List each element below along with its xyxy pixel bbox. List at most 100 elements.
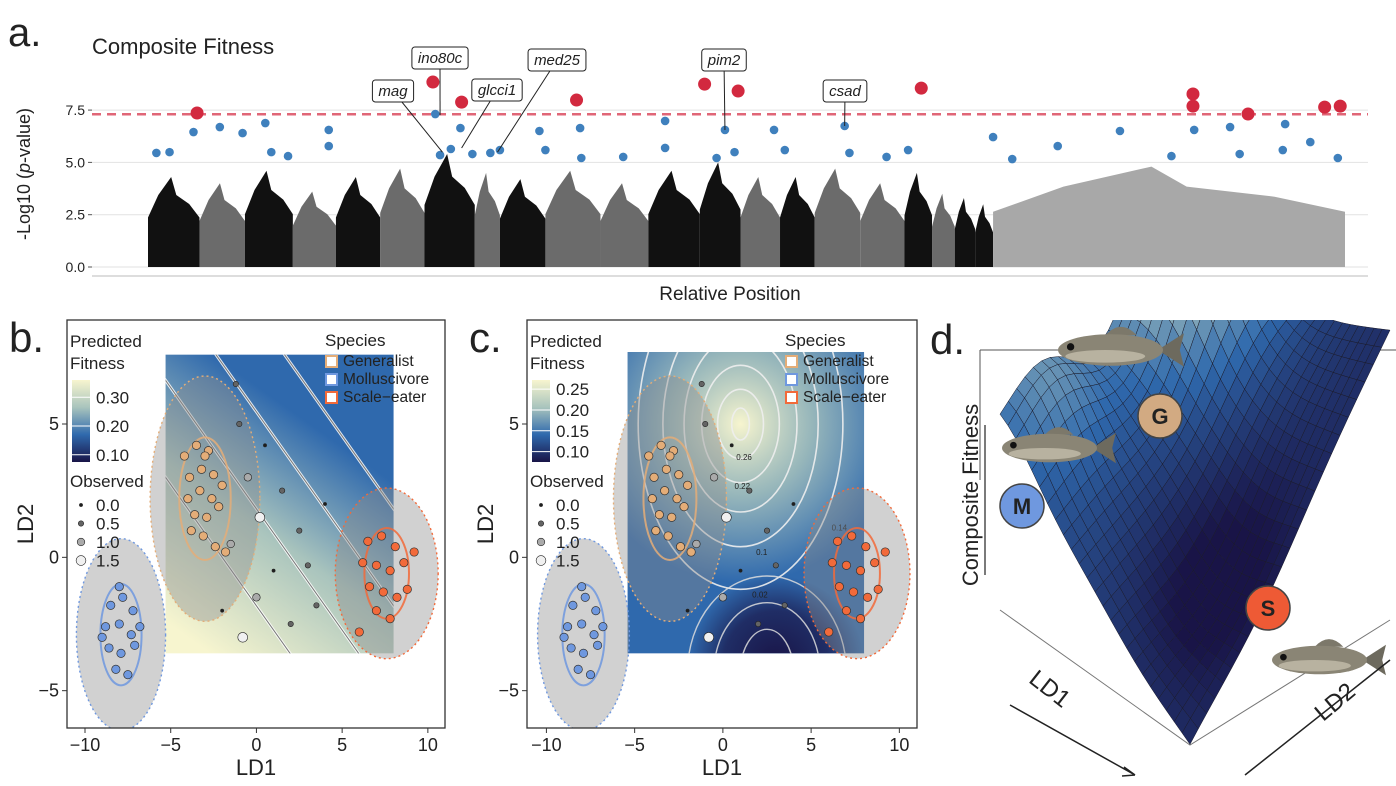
suggestive-point bbox=[1190, 126, 1199, 135]
hybrid-point bbox=[710, 474, 718, 482]
size-legend-key bbox=[538, 521, 543, 526]
fish-belly bbox=[1065, 350, 1145, 363]
hybrid-point bbox=[227, 540, 235, 548]
species-point bbox=[856, 566, 864, 574]
hybrid-point bbox=[703, 421, 708, 426]
species-point bbox=[196, 486, 204, 494]
fish-eye bbox=[1280, 654, 1287, 661]
colorbar-tick-label: 0.15 bbox=[556, 422, 589, 441]
species-point bbox=[359, 558, 367, 566]
species-point bbox=[862, 542, 870, 550]
species-point bbox=[650, 473, 658, 481]
species-point bbox=[657, 441, 665, 449]
species-point bbox=[662, 465, 670, 473]
species-point bbox=[127, 630, 135, 638]
suggestive-point bbox=[1334, 154, 1343, 163]
suggestive-point bbox=[770, 126, 779, 135]
suggestive-point bbox=[324, 142, 333, 151]
significant-point bbox=[455, 96, 468, 109]
suggestive-point bbox=[882, 153, 891, 162]
size-legend-title: Observed bbox=[70, 472, 144, 491]
species-point bbox=[107, 601, 115, 609]
hybrid-point bbox=[238, 632, 248, 642]
panel-label: a. bbox=[8, 11, 41, 55]
species-point bbox=[676, 542, 684, 550]
y-tick-label: 0 bbox=[509, 547, 519, 567]
species-point bbox=[660, 486, 668, 494]
colorbar-tick-label: 0.20 bbox=[556, 401, 589, 420]
x-tick-label: 5 bbox=[806, 735, 816, 755]
colorbar-tick-label: 0.30 bbox=[96, 388, 129, 407]
legend-key bbox=[326, 374, 337, 385]
hybrid-point bbox=[764, 528, 769, 533]
y-tick-label: 0.0 bbox=[66, 259, 86, 275]
species-point bbox=[579, 649, 587, 657]
suggestive-point bbox=[447, 145, 456, 154]
species-point bbox=[136, 622, 144, 630]
species-point bbox=[870, 558, 878, 566]
species-point bbox=[680, 502, 688, 510]
species-point bbox=[364, 537, 372, 545]
species-point bbox=[652, 526, 660, 534]
surface-cell bbox=[1262, 294, 1278, 318]
y-tick-label: 2.5 bbox=[66, 207, 86, 223]
suggestive-point bbox=[1008, 155, 1017, 164]
species-point bbox=[569, 601, 577, 609]
hybrid-point bbox=[782, 603, 787, 608]
species-point bbox=[211, 542, 219, 550]
suggestive-point bbox=[1226, 123, 1235, 132]
species-point bbox=[578, 582, 586, 590]
legend-label: Generalist bbox=[803, 353, 874, 370]
species-point bbox=[115, 620, 123, 628]
significant-point bbox=[732, 85, 745, 98]
legend-label: Scale−eater bbox=[343, 389, 426, 406]
annotation-label: glcci1 bbox=[478, 82, 516, 99]
size-legend-label: 0.0 bbox=[96, 496, 120, 515]
surface-cell bbox=[1117, 289, 1133, 314]
panel-label: c. bbox=[469, 314, 502, 361]
y-tick-label: 7.5 bbox=[66, 102, 86, 118]
species-point bbox=[208, 494, 216, 502]
x-axis-label: LD1 bbox=[236, 755, 276, 780]
size-legend-key bbox=[77, 538, 85, 546]
hybrid-point bbox=[272, 569, 275, 572]
suggestive-point bbox=[619, 153, 628, 162]
size-legend-label: 0.5 bbox=[96, 515, 120, 534]
species-point bbox=[386, 614, 394, 622]
species-point bbox=[842, 561, 850, 569]
legend-title: Species bbox=[325, 331, 385, 350]
hybrid-point bbox=[237, 421, 242, 426]
y-tick-label: 5.0 bbox=[66, 154, 86, 170]
hybrid-point bbox=[719, 594, 727, 602]
legend-title: Species bbox=[785, 331, 845, 350]
y-axis-label: LD2 bbox=[1310, 678, 1361, 727]
suggestive-point bbox=[165, 148, 174, 157]
surface-cell bbox=[1205, 282, 1221, 325]
fish-belly bbox=[1009, 448, 1081, 459]
hybrid-point bbox=[747, 488, 752, 493]
contour-label: 0.02 bbox=[752, 590, 768, 599]
legend-label: Generalist bbox=[343, 353, 414, 370]
significant-point bbox=[1186, 100, 1199, 113]
legend-key bbox=[786, 356, 797, 367]
hybrid-point bbox=[233, 381, 238, 386]
species-ellipse bbox=[538, 539, 630, 731]
species-point bbox=[668, 513, 676, 521]
surface-cell bbox=[1287, 294, 1303, 311]
hybrid-point bbox=[730, 444, 733, 447]
suggestive-point bbox=[577, 154, 586, 163]
suggestive-point bbox=[496, 146, 505, 155]
surface-cell bbox=[1125, 289, 1141, 317]
suggestive-point bbox=[1306, 138, 1315, 147]
fish-belly bbox=[1279, 660, 1351, 671]
x-axis-label: LD1 bbox=[1024, 665, 1075, 713]
species-point bbox=[197, 465, 205, 473]
surface-cell bbox=[1270, 288, 1286, 309]
suggestive-point bbox=[486, 149, 495, 158]
species-point bbox=[393, 593, 401, 601]
hybrid-point bbox=[773, 563, 778, 568]
species-point bbox=[664, 532, 672, 540]
colorbar-title: Predicted bbox=[70, 332, 142, 351]
species-point bbox=[372, 606, 380, 614]
plot-area bbox=[52, 317, 541, 730]
